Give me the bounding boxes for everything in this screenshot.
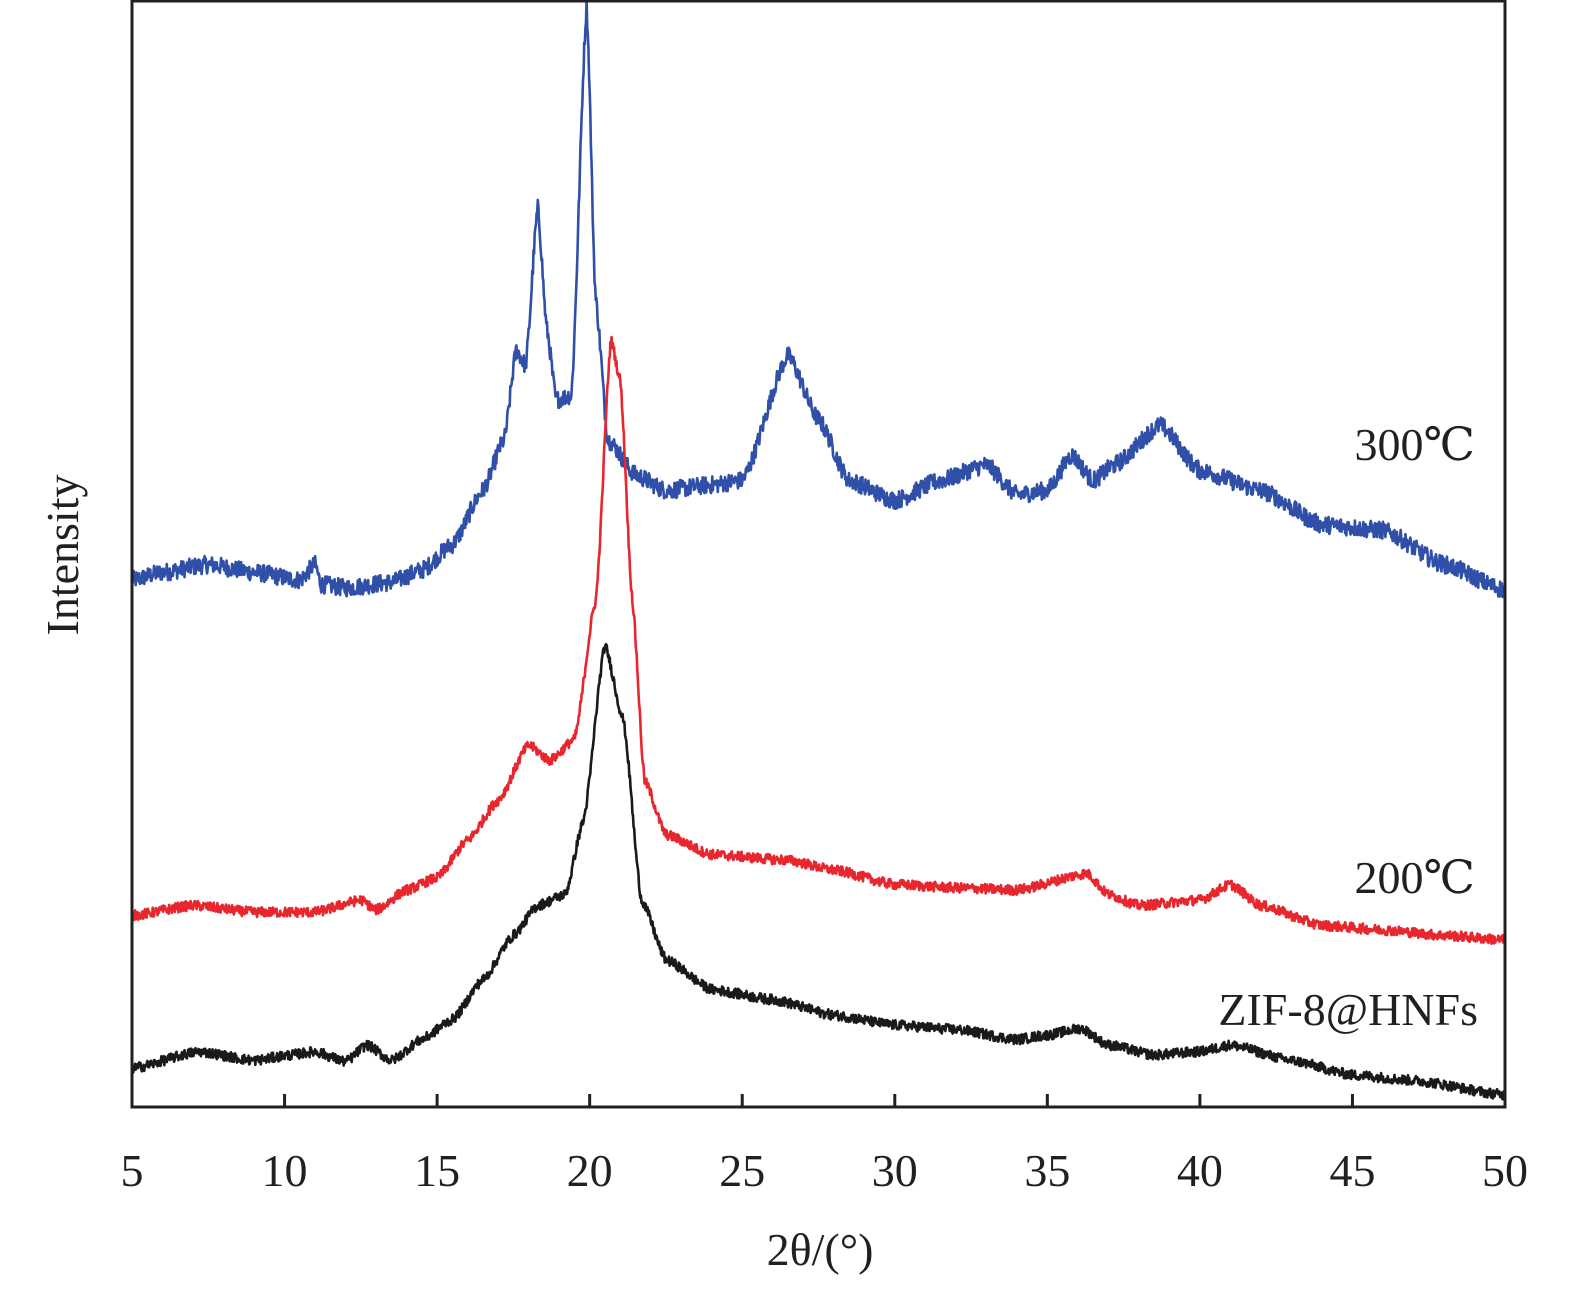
x-tick-label: 35 [1024,1145,1070,1196]
x-tick-label: 20 [567,1145,613,1196]
x-tick-label: 10 [262,1145,308,1196]
x-tick-label: 30 [872,1145,918,1196]
y-axis-label: Intensity [37,475,88,636]
x-tick-label: 50 [1482,1145,1528,1196]
plot-frame [130,0,1507,1109]
x-tick-label: 25 [719,1145,765,1196]
x-axis-label: 2θ/(°) [767,1224,874,1275]
x-ticks: 5 10 15 20 25 30 35 40 45 50 [121,1094,1528,1196]
series-label-zif8: ZIF-8@HNFs [1218,984,1478,1035]
series-line-0 [130,0,1507,599]
series-line-1 [131,335,1507,946]
x-tick-label: 5 [121,1145,144,1196]
series-layer [130,0,1507,1101]
series-label-200: 200℃ [1355,852,1475,903]
series-label-300: 300℃ [1355,419,1475,470]
x-tick-label: 40 [1177,1145,1223,1196]
x-tick-label: 45 [1329,1145,1375,1196]
series-labels: 300℃ 200℃ ZIF-8@HNFs [1218,419,1478,1035]
series-line-2 [130,642,1507,1101]
x-tick-label: 15 [414,1145,460,1196]
